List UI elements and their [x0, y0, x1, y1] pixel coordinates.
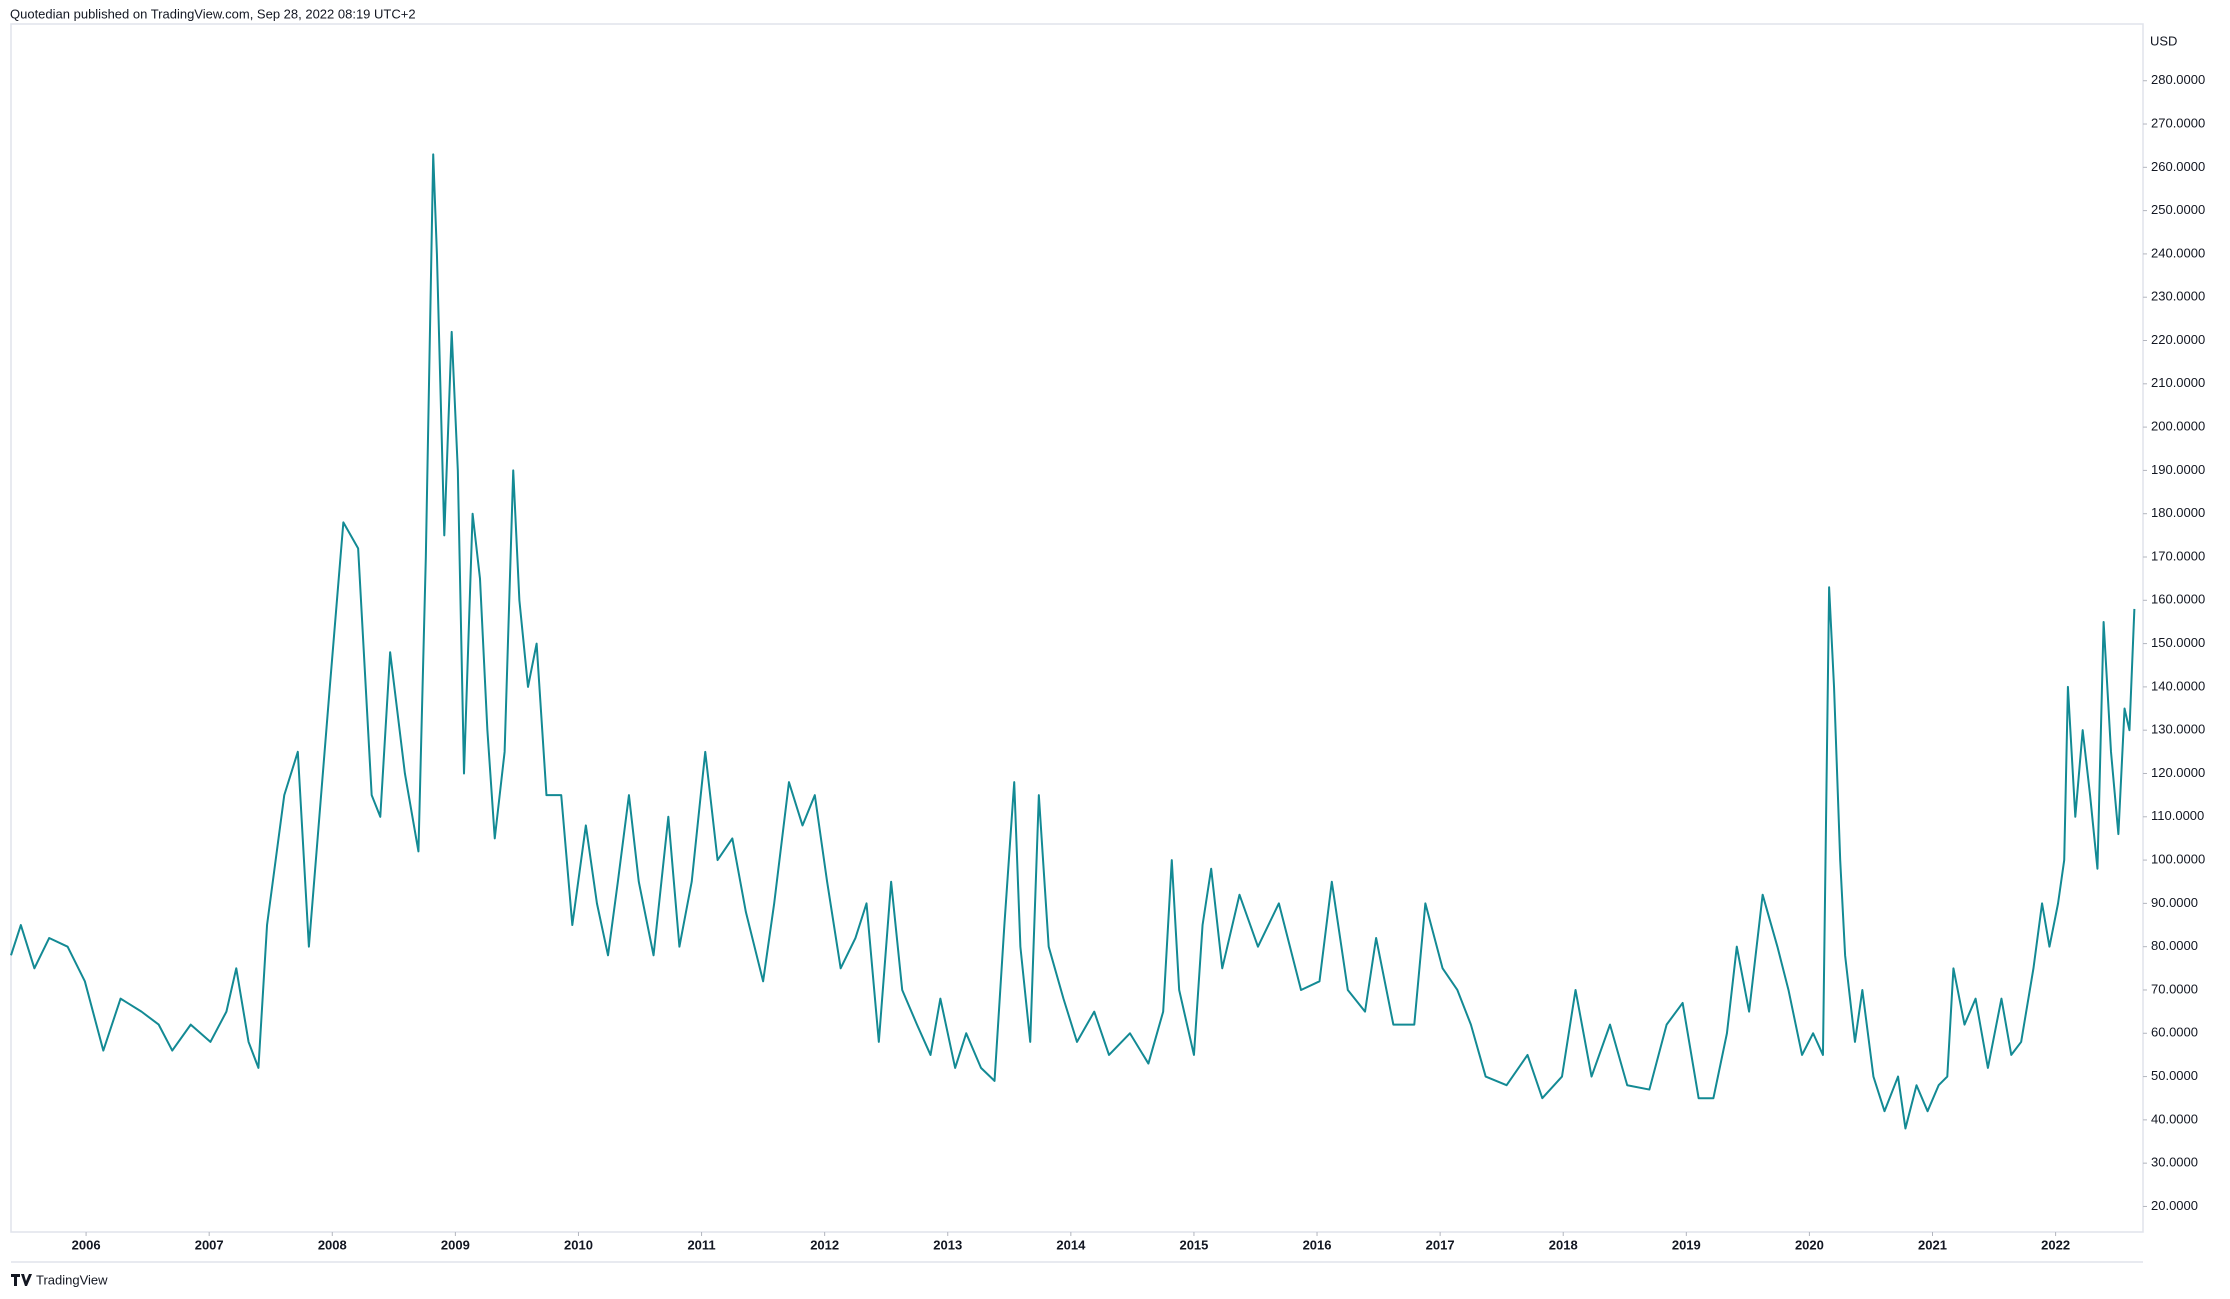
x-tick-label: 2020	[1795, 1237, 1824, 1252]
logo-mark	[11, 1274, 32, 1286]
x-tick-label: 2012	[810, 1237, 839, 1252]
y-tick-label: 200.0000	[2151, 419, 2205, 434]
y-tick-label: 280.0000	[2151, 72, 2205, 87]
y-tick-label: 230.0000	[2151, 289, 2205, 304]
y-tick-label: 190.0000	[2151, 462, 2205, 477]
y-tick-label: 270.0000	[2151, 115, 2205, 130]
x-tick-label: 2013	[933, 1237, 962, 1252]
y-tick-label: 170.0000	[2151, 548, 2205, 563]
x-tick-label: 2017	[1426, 1237, 1455, 1252]
x-tick-label: 2007	[195, 1237, 224, 1252]
y-tick-label: 50.0000	[2151, 1068, 2198, 1083]
y-tick-label: 180.0000	[2151, 505, 2205, 520]
x-tick-label: 2018	[1549, 1237, 1578, 1252]
logo	[11, 1274, 32, 1286]
x-tick-label: 2009	[441, 1237, 470, 1252]
y-tick-label: 70.0000	[2151, 981, 2198, 996]
footer-brand: TradingView	[36, 1272, 108, 1287]
y-tick-label: 80.0000	[2151, 938, 2198, 953]
y-tick-label: 40.0000	[2151, 1111, 2198, 1126]
y-tick-label: 160.0000	[2151, 592, 2205, 607]
y-tick-label: 250.0000	[2151, 202, 2205, 217]
x-tick-label: 2010	[564, 1237, 593, 1252]
y-tick-label: 260.0000	[2151, 159, 2205, 174]
header-title: Quotedian published on TradingView.com, …	[10, 6, 416, 21]
y-axis-label: USD	[2150, 33, 2177, 48]
x-tick-label: 2006	[72, 1237, 101, 1252]
y-tick-label: 20.0000	[2151, 1198, 2198, 1213]
x-tick-label: 2022	[2041, 1237, 2070, 1252]
price-line	[10, 153, 2136, 1130]
x-tick-label: 2011	[687, 1237, 715, 1252]
y-tick-label: 210.0000	[2151, 375, 2205, 390]
x-tick-label: 2021	[1918, 1237, 1947, 1252]
y-tick-label: 150.0000	[2151, 635, 2205, 650]
x-tick-label: 2016	[1303, 1237, 1332, 1252]
y-tick-label: 220.0000	[2151, 332, 2205, 347]
y-tick-label: 100.0000	[2151, 852, 2205, 867]
x-tick-label: 2019	[1672, 1237, 1701, 1252]
x-tick-label: 2015	[1179, 1237, 1208, 1252]
y-tick-label: 60.0000	[2151, 1025, 2198, 1040]
y-tick-label: 30.0000	[2151, 1155, 2198, 1170]
plot-frame	[10, 23, 2144, 1233]
y-tick-label: 140.0000	[2151, 678, 2205, 693]
x-tick-label: 2008	[318, 1237, 347, 1252]
y-tick-label: 110.0000	[2151, 808, 2204, 823]
x-tick-label: 2014	[1056, 1237, 1086, 1252]
y-tick-label: 130.0000	[2151, 722, 2205, 737]
y-tick-label: 120.0000	[2151, 765, 2205, 780]
y-tick-label: 240.0000	[2151, 245, 2205, 260]
y-tick-label: 90.0000	[2151, 895, 2198, 910]
